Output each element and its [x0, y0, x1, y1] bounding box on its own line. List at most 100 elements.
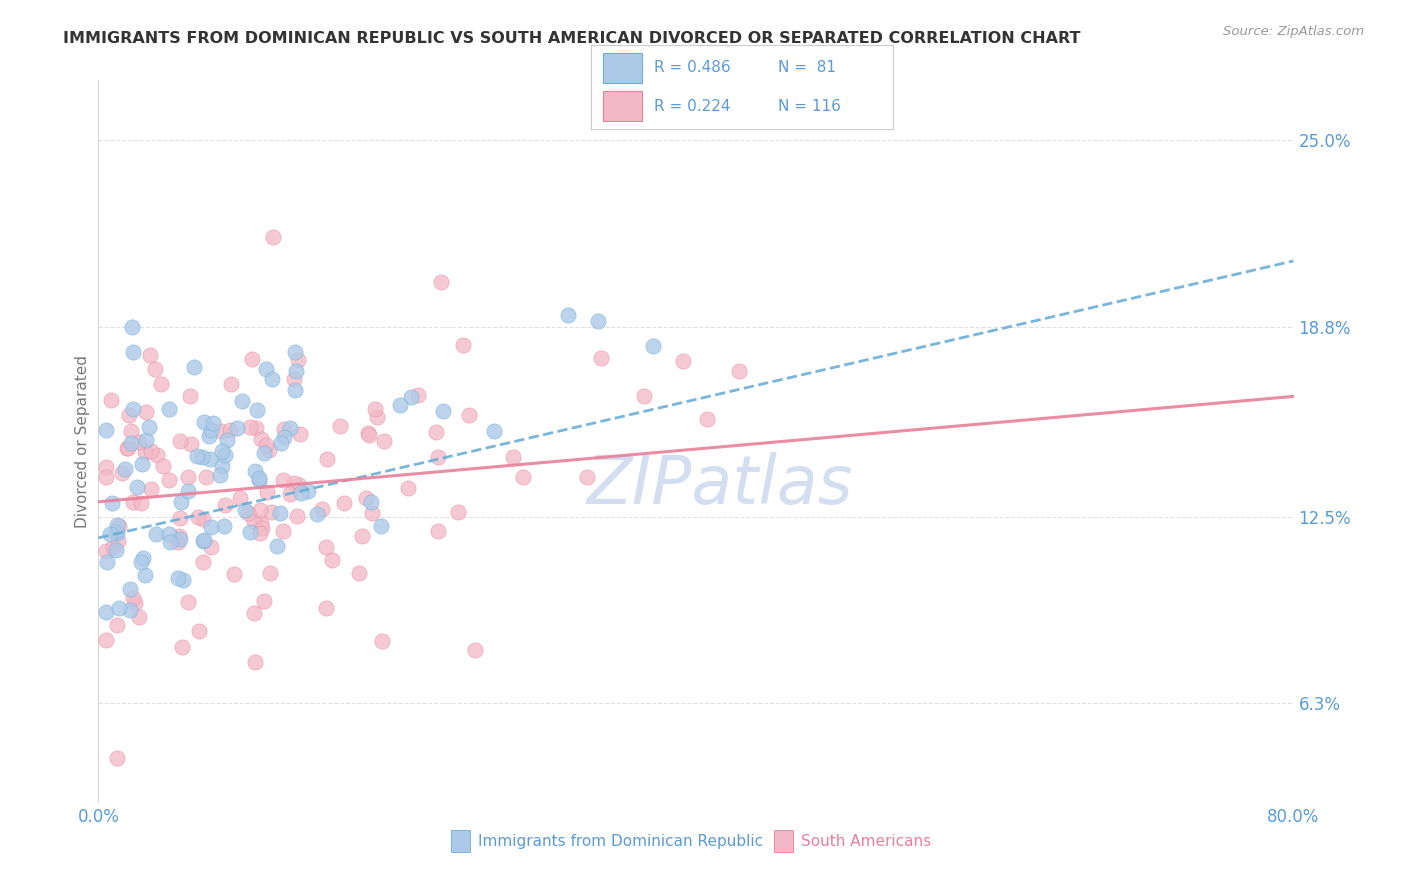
Point [262, 230, 284, 244]
Point [180, 437, 202, 451]
Point [370, 518, 392, 533]
Point [169, 434, 191, 448]
Point [249, 503, 271, 517]
Point [172, 574, 194, 588]
Point [143, 361, 166, 376]
Point [307, 508, 329, 522]
Point [357, 425, 380, 440]
Point [321, 553, 343, 567]
Text: N = 116: N = 116 [778, 98, 841, 113]
Point [349, 566, 371, 580]
Point [484, 424, 506, 438]
Point [101, 540, 124, 554]
Point [218, 423, 240, 437]
Point [172, 640, 194, 655]
Text: IMMIGRANTS FROM DOMINICAN REPUBLIC VS SOUTH AMERICAN DIVORCED OR SEPARATED CORRE: IMMIGRANTS FROM DOMINICAN REPUBLIC VS SO… [63, 31, 1081, 46]
Point [200, 423, 222, 437]
Point [316, 451, 339, 466]
Point [236, 506, 259, 520]
Text: South Americans: South Americans [801, 834, 931, 848]
Point [167, 529, 190, 543]
Point [231, 393, 253, 408]
Point [401, 390, 423, 404]
Point [107, 518, 129, 533]
Point [135, 433, 157, 447]
Point [315, 540, 337, 554]
Point [200, 540, 222, 554]
Point [696, 412, 718, 426]
Point [107, 533, 129, 548]
Point [120, 582, 142, 596]
Point [266, 539, 288, 553]
Point [427, 450, 450, 464]
Point [179, 389, 201, 403]
Point [259, 566, 281, 580]
Point [288, 478, 311, 492]
Point [315, 601, 337, 615]
Point [229, 491, 252, 506]
Point [254, 438, 277, 452]
Bar [451, 830, 470, 852]
Point [273, 430, 295, 444]
Point [183, 359, 205, 374]
Point [250, 432, 273, 446]
Point [191, 450, 214, 465]
Point [211, 458, 233, 473]
Point [117, 441, 139, 455]
Point [177, 470, 200, 484]
Point [128, 609, 150, 624]
Point [446, 505, 468, 519]
Point [157, 527, 180, 541]
Point [105, 618, 128, 632]
Point [141, 444, 163, 458]
Point [120, 436, 142, 450]
Point [170, 494, 193, 508]
Point [149, 377, 172, 392]
Point [224, 566, 246, 581]
Point [120, 424, 142, 438]
Point [105, 526, 128, 541]
Point [211, 443, 233, 458]
Point [256, 485, 278, 500]
Point [243, 606, 266, 620]
Point [96, 470, 118, 484]
Point [249, 516, 271, 531]
Point [396, 481, 419, 495]
Point [373, 434, 395, 449]
Point [169, 511, 191, 525]
Point [135, 405, 157, 419]
Point [105, 542, 128, 557]
Text: Immigrants from Dominican Republic: Immigrants from Dominican Republic [478, 834, 763, 848]
Point [104, 524, 127, 538]
Point [464, 643, 486, 657]
Point [177, 484, 200, 499]
Point [432, 403, 454, 417]
Point [254, 362, 277, 376]
Point [118, 408, 141, 422]
Point [157, 402, 180, 417]
Point [122, 591, 145, 606]
Point [427, 524, 450, 538]
Point [215, 433, 238, 447]
Point [193, 533, 215, 547]
Point [252, 594, 274, 608]
Point [290, 486, 312, 500]
Point [245, 421, 267, 435]
Point [633, 389, 655, 403]
Point [354, 491, 377, 505]
Point [271, 524, 294, 538]
Point [129, 496, 152, 510]
Point [100, 495, 122, 509]
Point [167, 571, 190, 585]
Point [233, 502, 256, 516]
Point [287, 353, 309, 368]
Point [406, 387, 429, 401]
Point [243, 514, 266, 528]
Point [269, 506, 291, 520]
Text: ZIPatlas: ZIPatlas [586, 452, 853, 518]
Point [198, 452, 221, 467]
Point [246, 403, 269, 417]
Point [273, 473, 295, 487]
Point [193, 415, 215, 429]
Point [167, 534, 190, 549]
